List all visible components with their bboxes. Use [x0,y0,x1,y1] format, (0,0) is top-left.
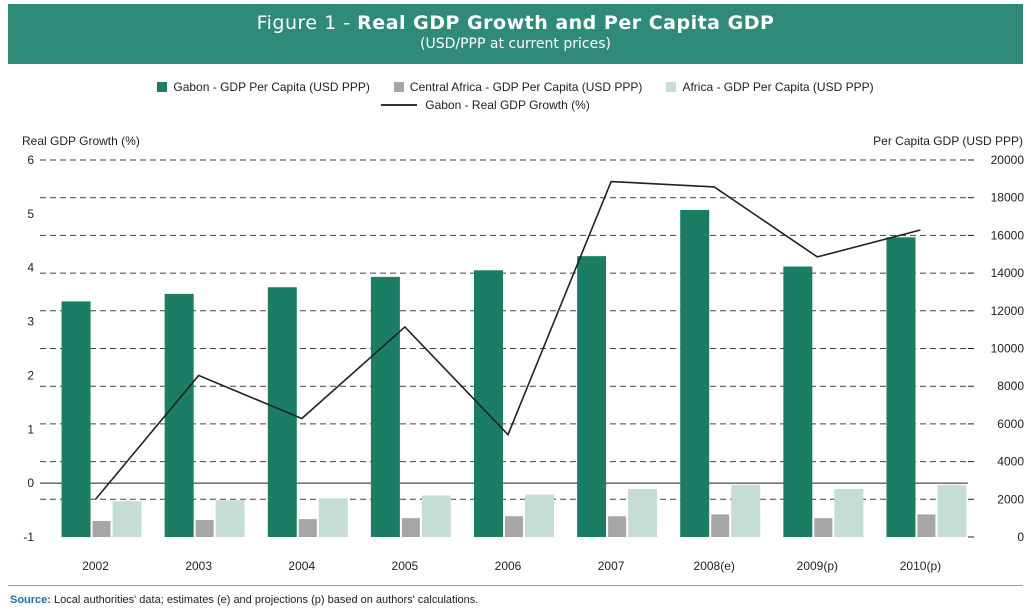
left-tick-label: 1 [27,422,34,436]
bar-gabon-pc [783,266,813,537]
source-note: Source: Local authorities' data; estimat… [10,594,478,606]
left-tick-label: 0 [27,476,34,490]
x-tick-label: 2009(p) [797,559,838,573]
chart-subtitle: (USD/PPP at current prices) [420,36,611,52]
gabon-swatch-icon [157,82,168,92]
x-tick-label: 2008(e) [694,559,735,573]
legend-label-africa-pc: Africa - GDP Per Capita (USD PPP) [682,80,874,94]
x-tick-label: 2005 [392,559,419,573]
bar-africa-pc [421,495,451,537]
bar-africa-pc [834,488,864,537]
right-tick-label: 14000 [991,266,1025,280]
bar-gabon-pc [164,293,194,537]
bar-africa-pc [628,488,658,537]
x-tick-label: 2002 [82,559,109,573]
legend-label-gabon-pc: Gabon - GDP Per Capita (USD PPP) [173,80,370,94]
legend-item-gabon-pc: Gabon - GDP Per Capita (USD PPP) [157,80,370,94]
bar-gabon-pc [577,256,607,537]
legend-item-central-africa-pc: Central Africa - GDP Per Capita (USD PPP… [393,80,643,94]
bar-africa-pc [318,498,348,537]
right-tick-label: 10000 [991,342,1025,356]
legend-item-africa-pc: Africa - GDP Per Capita (USD PPP) [666,80,874,94]
bar-gabon-pc [886,237,916,537]
x-tick-label: 2007 [598,559,625,573]
legend-label-central-africa-pc: Central Africa - GDP Per Capita (USD PPP… [409,80,643,94]
left-tick-label: 2 [27,368,34,382]
bar-africa-pc [937,485,967,537]
bar-central-africa-pc [608,516,627,537]
title-bold: Real GDP Growth and Per Capita GDP [357,12,775,34]
source-label: Source: [10,594,51,606]
bar-gabon-pc [370,276,400,537]
legend-item-gabon-growth: Gabon - Real GDP Growth (%) [381,98,590,112]
chart-title: Figure 1 - Real GDP Growth and Per Capit… [8,12,1023,34]
bar-central-africa-pc [195,520,214,537]
left-tick-label: 4 [27,261,34,275]
bar-gabon-pc [267,287,297,537]
right-tick-label: 8000 [997,379,1024,393]
bar-central-africa-pc [298,519,317,537]
legend-label-gabon-growth: Gabon - Real GDP Growth (%) [425,98,590,112]
bar-gabon-pc [61,301,91,537]
line-gabon-growth [94,180,921,500]
title-banner: Figure 1 - Real GDP Growth and Per Capit… [8,4,1023,64]
bar-gabon-pc [680,209,710,537]
central-africa-swatch-icon [393,82,404,92]
x-tick-label: 2004 [288,559,315,573]
bar-central-africa-pc [814,518,833,537]
bar-central-africa-pc [711,514,730,537]
bar-africa-pc [112,501,142,537]
right-axis-title: Per Capita GDP (USD PPP) [873,134,1023,148]
bar-africa-pc [525,494,554,537]
right-tick-label: 6000 [997,417,1024,431]
source-divider [8,585,1023,586]
right-tick-label: 4000 [997,455,1024,469]
right-tick-label: 20000 [991,153,1025,167]
left-axis-title: Real GDP Growth (%) [22,134,140,148]
bar-central-africa-pc [92,520,111,537]
line-swatch-icon [381,104,418,106]
source-text: Local authorities' data; estimates (e) a… [54,594,479,606]
x-tick-label: 2010(p) [900,559,941,573]
x-tick-label: 2003 [185,559,212,573]
legend: Gabon - GDP Per Capita (USD PPP) Central… [0,78,1031,114]
africa-swatch-icon [666,82,677,92]
bar-africa-pc [731,485,761,537]
right-tick-label: 12000 [991,304,1025,318]
bar-central-africa-pc [917,514,936,537]
right-tick-label: 0 [1017,530,1024,544]
left-tick-label: -1 [23,530,34,544]
right-tick-label: 2000 [997,492,1024,506]
left-tick-label: 5 [27,207,34,221]
x-tick-label: 2006 [495,559,522,573]
bar-africa-pc [215,500,245,537]
right-tick-label: 16000 [991,228,1025,242]
bar-central-africa-pc [505,516,523,537]
title-prefix: Figure 1 - [256,12,358,34]
bar-central-africa-pc [401,518,420,537]
left-tick-label: 6 [27,153,34,167]
right-tick-label: 18000 [991,191,1025,205]
left-tick-label: 3 [27,315,34,329]
